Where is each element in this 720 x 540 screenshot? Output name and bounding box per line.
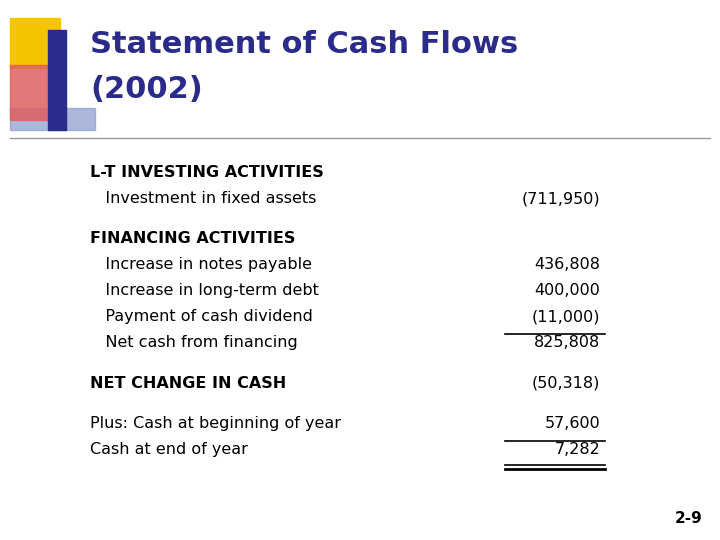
Bar: [48, 30, 66, 130]
Text: (2002): (2002): [90, 75, 203, 104]
Text: Investment in fixed assets: Investment in fixed assets: [90, 191, 316, 206]
Text: Cash at end of year: Cash at end of year: [90, 442, 248, 457]
Text: 57,600: 57,600: [544, 416, 600, 431]
Text: Net cash from financing: Net cash from financing: [90, 335, 298, 350]
Text: 400,000: 400,000: [534, 284, 600, 298]
Text: 825,808: 825,808: [534, 335, 600, 350]
Text: Statement of Cash Flows: Statement of Cash Flows: [90, 30, 518, 59]
Text: (11,000): (11,000): [531, 309, 600, 325]
Text: NET CHANGE IN CASH: NET CHANGE IN CASH: [90, 376, 287, 390]
Bar: [10, 108, 95, 130]
Text: Plus: Cash at beginning of year: Plus: Cash at beginning of year: [90, 416, 341, 431]
Text: (711,950): (711,950): [521, 191, 600, 206]
Text: Increase in notes payable: Increase in notes payable: [90, 257, 312, 272]
Text: 436,808: 436,808: [534, 257, 600, 272]
Text: Increase in long-term debt: Increase in long-term debt: [90, 284, 319, 298]
Text: (50,318): (50,318): [531, 376, 600, 390]
Text: FINANCING ACTIVITIES: FINANCING ACTIVITIES: [90, 231, 295, 246]
Text: L-T INVESTING ACTIVITIES: L-T INVESTING ACTIVITIES: [90, 165, 324, 180]
Bar: [10, 18, 60, 68]
Text: Payment of cash dividend: Payment of cash dividend: [90, 309, 313, 325]
Text: 7,282: 7,282: [554, 442, 600, 457]
Bar: [10, 65, 60, 120]
Text: 2-9: 2-9: [674, 511, 702, 526]
